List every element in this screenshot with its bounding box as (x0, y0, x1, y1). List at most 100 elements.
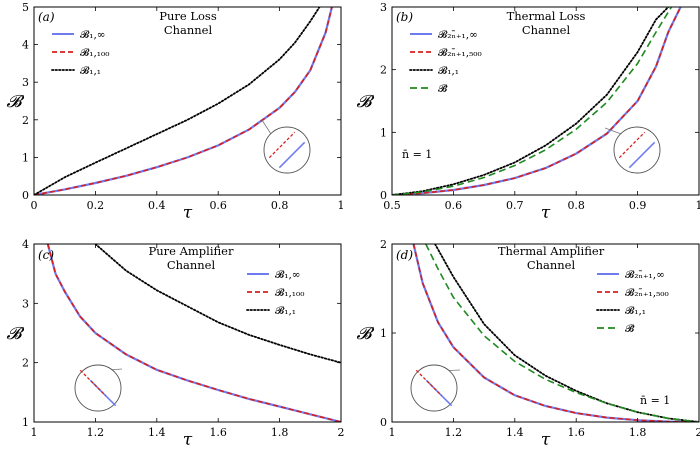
x-tick-label: 1 (389, 426, 396, 439)
x-tick-label: 1.2 (445, 426, 463, 439)
zoom-series-line (79, 369, 107, 397)
legend-label: 𝓑̃ (625, 323, 635, 335)
x-tick-label: 0 (31, 199, 38, 212)
y-tick-label: 0 (380, 189, 387, 202)
panel-title-line: Channel (167, 258, 216, 272)
series-line-3 (425, 244, 699, 422)
zoom-inset (74, 364, 123, 412)
panel-title-line: Channel (527, 258, 576, 272)
x-tick-label: 1.8 (629, 426, 647, 439)
y-tick-label: 3 (22, 76, 29, 89)
y-tick-label: 0 (22, 189, 29, 202)
x-tick-label: 0.2 (87, 199, 105, 212)
x-tick-label: 2 (338, 426, 345, 439)
annotation-nbar: n̄ = 1 (402, 148, 432, 161)
series-line-1 (34, 7, 333, 195)
legend-label: 𝓑̃ (438, 83, 448, 95)
y-tick-label: 1 (22, 151, 29, 164)
axes-frame (33, 243, 342, 423)
series-line-1 (412, 244, 699, 422)
panel-tag: (c) (38, 248, 54, 262)
x-tick-label: 0.7 (506, 199, 524, 212)
x-tick-label: 1.2 (87, 426, 105, 439)
y-tick-label: 2 (22, 357, 29, 370)
legend-label: 𝓑₁,₁ (625, 305, 646, 317)
zoom-series-line (415, 369, 443, 397)
y-axis-label: 𝓑 (7, 324, 25, 344)
x-tick-label: 0.9 (629, 199, 647, 212)
y-tick-label: 4 (22, 238, 29, 251)
legend-label: 𝓑₂ₙ̄₊₁,₅₀₀ (625, 287, 669, 299)
x-tick-label: 1 (31, 426, 38, 439)
x-axis-label: τ (541, 203, 551, 223)
zoom-circle (613, 126, 661, 174)
legend-label: 𝓑₁,∞ (80, 29, 106, 41)
x-tick-label: 0.6 (445, 199, 463, 212)
x-tick-label: 1.4 (148, 426, 166, 439)
x-tick-label: 1.6 (209, 426, 227, 439)
series-line-1 (392, 7, 682, 195)
zoom-inset (410, 364, 461, 412)
y-axis-label: 𝓑 (7, 92, 25, 112)
legend-label: 𝓑₁,₁ (275, 305, 296, 317)
y-tick-label: 1 (22, 416, 29, 429)
legend-label: 𝓑₁,∞ (275, 269, 301, 281)
series-line-2 (34, 7, 321, 195)
annotation-nbar: n̄ = 1 (640, 394, 670, 407)
axes-frame (33, 6, 342, 196)
x-tick-label: 1 (696, 199, 700, 212)
legend-label: 𝓑₂ₙ̄₊₁,∞ (625, 269, 665, 281)
y-tick-label: 2 (380, 64, 387, 77)
legend-label: 𝓑₂ₙ̄₊₁,∞ (438, 29, 478, 41)
legend-label: 𝓑₂ₙ̄₊₁,₅₀₀ (438, 47, 482, 59)
zoom-series-line (278, 141, 306, 169)
x-tick-label: 0.8 (271, 199, 289, 212)
panel-title-line: Pure Amplifier (148, 244, 234, 258)
series-line-2 (94, 244, 341, 364)
x-tick-label: 1.8 (271, 426, 289, 439)
y-tick-label: 3 (22, 297, 29, 310)
x-axis-label: τ (183, 203, 193, 223)
x-tick-label: 2 (696, 426, 700, 439)
series-line-1 (47, 244, 341, 422)
y-axis-label: 𝓑 (357, 324, 375, 344)
y-tick-label: 1 (380, 327, 387, 340)
legend-label: 𝓑₁,₁₀₀ (275, 287, 304, 299)
legend-label: 𝓑₁,₁ (80, 65, 101, 77)
panel-title-line: Channel (164, 23, 213, 37)
panel-2: 1 1.2 1.4 1.6 1.8 2 1 2 3 4 𝓑τ (c) Pure AmplifierCha… (7, 238, 345, 450)
y-tick-label: 2 (22, 114, 29, 127)
y-tick-label: 4 (22, 39, 29, 52)
panel-title-line: Thermal Amplifier (498, 244, 605, 258)
panel-title-line: Channel (522, 23, 571, 37)
legend-label: 𝓑₁,₁₀₀ (80, 47, 109, 59)
x-axis-label: τ (183, 430, 193, 450)
panel-0: 0 0.2 0.4 0.6 0.8 1 0 1 2 3 4 5 𝓑τ (a) Pure LossChanne… (7, 1, 345, 223)
y-tick-label: 2 (380, 238, 387, 251)
x-tick-label: 1.4 (506, 426, 524, 439)
y-tick-label: 1 (380, 126, 387, 139)
x-tick-label: 1 (338, 199, 345, 212)
axes-frame (391, 6, 700, 196)
zoom-circle (263, 126, 311, 174)
panel-tag: (d) (396, 248, 413, 262)
y-tick-label: 0 (380, 416, 387, 429)
x-axis-label: τ (541, 430, 551, 450)
legend-label: 𝓑₁,₁ (438, 65, 459, 77)
series-line-2 (392, 7, 670, 195)
panel-title-line: Pure Loss (159, 9, 217, 23)
x-tick-label: 0.8 (567, 199, 585, 212)
panel-tag: (b) (396, 10, 413, 24)
panel-tag: (a) (38, 10, 55, 24)
x-tick-label: 0.6 (209, 199, 227, 212)
panel-1: 0.5 0.6 0.7 0.8 0.9 1 0 1 2 3 𝓑τ (b) Thermal LossCha… (357, 1, 700, 223)
zoom-series-line (618, 131, 646, 159)
x-tick-label: 0.4 (148, 199, 166, 212)
zoom-inset (261, 119, 311, 174)
y-axis-label: 𝓑 (357, 92, 375, 112)
x-tick-label: 1.6 (567, 426, 585, 439)
zoom-inset (604, 126, 661, 174)
panel-title-line: Thermal Loss (507, 9, 586, 23)
